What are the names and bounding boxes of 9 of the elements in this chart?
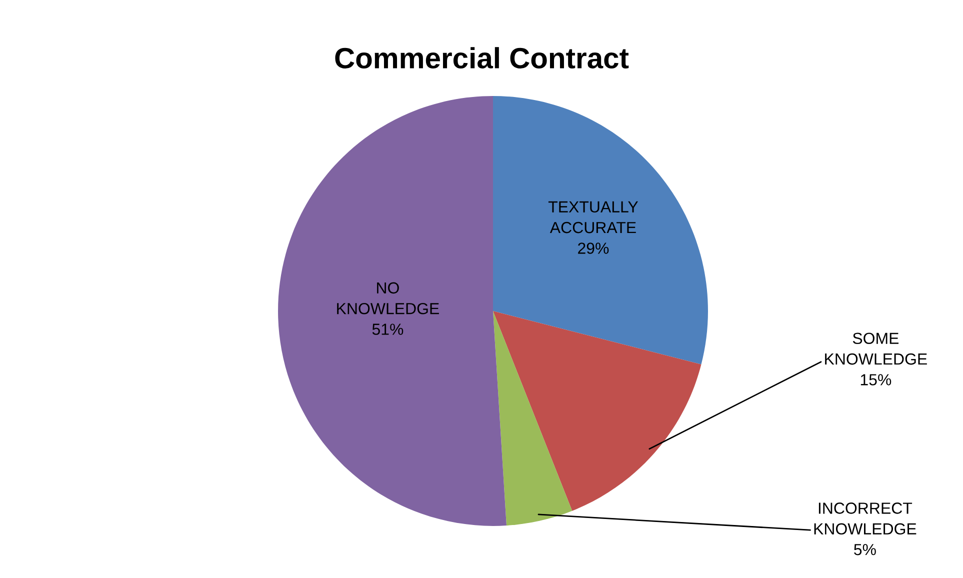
slice-label: SOME KNOWLEDGE (825, 332, 927, 365)
slice-label: TEXTUALLY ACCURATE (548, 201, 638, 234)
data-label: 5% (854, 544, 876, 556)
slice-label: INCORRECT KNOWLEDGE (814, 502, 916, 535)
data-label: 51% (372, 324, 404, 335)
slice-label: NO KNOWLEDGE (337, 282, 439, 314)
chart-title: Commercial Contract (335, 47, 629, 69)
data-label: 15% (860, 374, 892, 386)
data-label: 29% (578, 242, 609, 254)
